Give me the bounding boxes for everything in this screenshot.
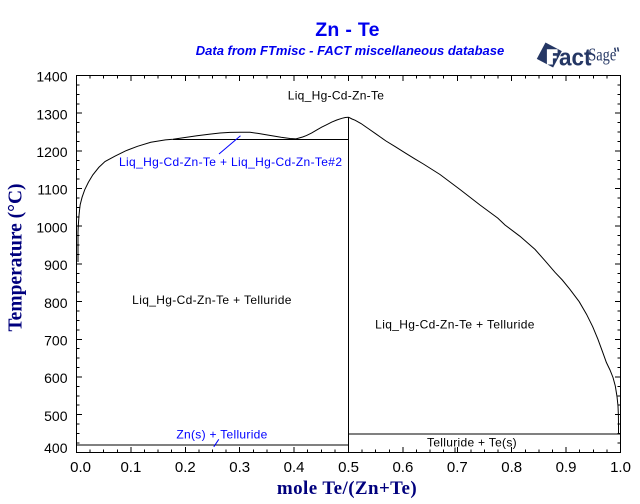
svg-text:Zn(s) + Telluride: Zn(s) + Telluride bbox=[176, 428, 267, 442]
svg-text:0.1: 0.1 bbox=[120, 459, 141, 476]
svg-text:Telluride + Te(s): Telluride + Te(s) bbox=[427, 436, 517, 450]
svg-text:1000: 1000 bbox=[36, 219, 67, 235]
svg-text:Temperature (°C): Temperature (°C) bbox=[6, 183, 27, 331]
svg-text:Sage: Sage bbox=[588, 44, 616, 65]
svg-text:0.4: 0.4 bbox=[284, 459, 305, 476]
svg-text:0.8: 0.8 bbox=[501, 459, 522, 476]
svg-text:Liq_Hg-Cd-Zn-Te + Telluride: Liq_Hg-Cd-Zn-Te + Telluride bbox=[132, 293, 292, 307]
svg-text:Liq_Hg-Cd-Zn-Te + Telluride: Liq_Hg-Cd-Zn-Te + Telluride bbox=[375, 318, 535, 332]
svg-text:800: 800 bbox=[44, 295, 68, 311]
svg-text:700: 700 bbox=[44, 333, 68, 349]
svg-text:1200: 1200 bbox=[36, 144, 67, 160]
svg-text:0.9: 0.9 bbox=[556, 459, 577, 476]
svg-text:900: 900 bbox=[44, 257, 68, 273]
svg-text:1100: 1100 bbox=[37, 182, 67, 198]
svg-text:0.6: 0.6 bbox=[392, 459, 413, 476]
svg-text:1400: 1400 bbox=[36, 69, 67, 85]
svg-text:Liq_Hg-Cd-Zn-Te + Liq_Hg-Cd-Zn: Liq_Hg-Cd-Zn-Te + Liq_Hg-Cd-Zn-Te#2 bbox=[119, 155, 342, 169]
svg-text:400: 400 bbox=[44, 440, 68, 456]
svg-text:0.7: 0.7 bbox=[447, 459, 468, 476]
svg-text:act: act bbox=[559, 45, 592, 72]
svg-text:0.2: 0.2 bbox=[175, 459, 196, 476]
svg-text:0.5: 0.5 bbox=[338, 459, 359, 476]
svg-text:0.0: 0.0 bbox=[70, 459, 91, 476]
svg-text:Liq_Hg-Cd-Zn-Te: Liq_Hg-Cd-Zn-Te bbox=[288, 89, 385, 103]
svg-text:1.0: 1.0 bbox=[610, 459, 631, 476]
svg-text:1300: 1300 bbox=[36, 106, 67, 122]
svg-text:500: 500 bbox=[44, 408, 68, 424]
svg-text:600: 600 bbox=[44, 370, 68, 386]
svg-text:0.3: 0.3 bbox=[229, 459, 250, 476]
svg-text:Zn - Te: Zn - Te bbox=[315, 19, 380, 41]
svg-text:mole Te/(Zn+Te): mole Te/(Zn+Te) bbox=[277, 478, 417, 499]
svg-text:Data from FTmisc - FACT miscel: Data from FTmisc - FACT miscellaneous da… bbox=[196, 43, 504, 58]
